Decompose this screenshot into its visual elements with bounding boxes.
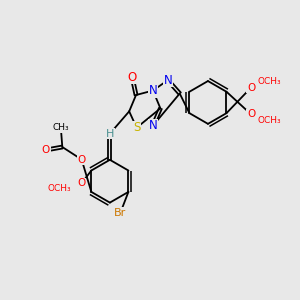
Text: N: N xyxy=(148,84,157,97)
Text: O: O xyxy=(247,109,255,119)
Text: OCH₃: OCH₃ xyxy=(257,77,281,86)
Text: O: O xyxy=(247,82,255,93)
Text: O: O xyxy=(77,154,86,164)
Text: S: S xyxy=(133,121,140,134)
Text: H: H xyxy=(106,129,114,139)
Text: O: O xyxy=(77,178,86,188)
Text: Br: Br xyxy=(114,208,126,218)
Text: CH₃: CH₃ xyxy=(52,123,69,132)
Text: OCH₃: OCH₃ xyxy=(257,116,281,125)
Text: O: O xyxy=(42,145,50,155)
Text: OCH₃: OCH₃ xyxy=(47,184,71,193)
Text: N: N xyxy=(164,74,172,87)
Text: O: O xyxy=(128,71,137,84)
Text: N: N xyxy=(148,119,157,132)
